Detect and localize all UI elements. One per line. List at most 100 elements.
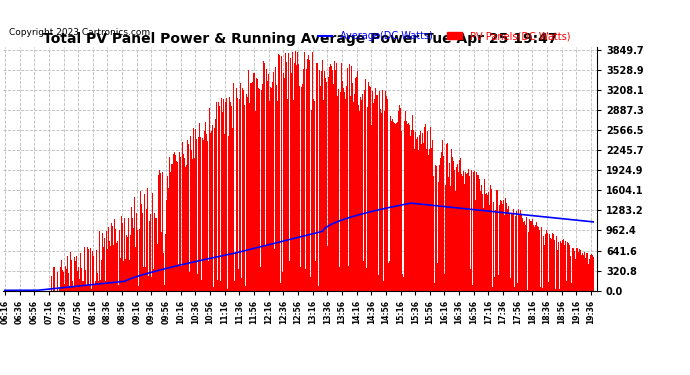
Bar — [129, 260, 130, 291]
Bar — [563, 239, 564, 291]
Bar — [386, 96, 387, 291]
Bar — [368, 77, 369, 291]
Bar — [338, 89, 339, 291]
Bar — [568, 243, 569, 291]
Bar — [256, 78, 257, 291]
Bar — [495, 210, 496, 291]
Bar — [530, 221, 531, 291]
Bar — [76, 259, 77, 291]
Bar — [471, 170, 472, 291]
Bar — [147, 238, 148, 291]
Bar — [275, 81, 276, 291]
Bar — [163, 253, 164, 291]
Bar — [91, 288, 92, 291]
Bar — [491, 189, 492, 291]
Bar — [515, 216, 516, 291]
Bar — [245, 286, 246, 291]
Bar — [314, 74, 315, 291]
Bar — [308, 280, 309, 291]
Bar — [441, 152, 442, 291]
Bar — [526, 217, 527, 291]
Title: Total PV Panel Power & Running Average Power Tue Apr 25 19:47: Total PV Panel Power & Running Average P… — [43, 32, 558, 46]
Bar — [523, 222, 524, 291]
Bar — [379, 91, 380, 291]
Bar — [111, 224, 112, 291]
Bar — [326, 82, 327, 291]
Bar — [110, 246, 111, 291]
Bar — [124, 218, 125, 291]
Bar — [214, 128, 215, 291]
Bar — [583, 255, 584, 291]
Bar — [216, 102, 217, 291]
Bar — [215, 280, 216, 291]
Bar — [503, 202, 504, 291]
Bar — [577, 251, 578, 291]
Bar — [213, 287, 214, 291]
Bar — [535, 239, 536, 291]
Bar — [429, 150, 430, 291]
Bar — [562, 240, 563, 291]
Bar — [504, 215, 505, 291]
Bar — [318, 286, 319, 291]
Bar — [160, 173, 161, 291]
Bar — [325, 76, 326, 291]
Bar — [89, 284, 90, 291]
Bar — [267, 81, 268, 291]
Bar — [492, 188, 493, 291]
Bar — [145, 267, 146, 291]
Bar — [476, 172, 477, 291]
Bar — [460, 158, 461, 291]
Bar — [529, 219, 530, 291]
Bar — [571, 246, 572, 291]
Bar — [264, 63, 265, 291]
Bar — [206, 134, 207, 291]
Bar — [454, 170, 455, 291]
Bar — [375, 88, 376, 291]
Bar — [199, 123, 200, 291]
Bar — [555, 289, 556, 291]
Bar — [552, 232, 553, 291]
Bar — [268, 74, 269, 291]
Bar — [208, 261, 209, 291]
Bar — [319, 54, 320, 291]
Bar — [542, 288, 543, 291]
Bar — [573, 248, 574, 291]
Bar — [340, 92, 341, 291]
Bar — [341, 63, 342, 291]
Bar — [301, 73, 302, 291]
Bar — [438, 182, 439, 291]
Bar — [162, 172, 163, 291]
Bar — [115, 229, 116, 291]
Bar — [232, 106, 233, 291]
Bar — [378, 275, 379, 291]
Bar — [105, 281, 106, 291]
Bar — [381, 113, 382, 291]
Bar — [487, 195, 488, 291]
Bar — [217, 280, 218, 291]
Bar — [169, 157, 170, 291]
Bar — [486, 197, 487, 291]
Bar — [72, 261, 73, 291]
Bar — [548, 282, 549, 291]
Bar — [106, 231, 107, 291]
Bar — [534, 227, 535, 291]
Bar — [261, 90, 262, 291]
Bar — [565, 240, 566, 291]
Bar — [263, 61, 264, 291]
Bar — [291, 73, 292, 291]
Bar — [157, 248, 159, 291]
Bar — [343, 88, 344, 291]
Bar — [65, 286, 66, 291]
Bar — [148, 276, 149, 291]
Bar — [413, 130, 414, 291]
Bar — [587, 253, 588, 291]
Bar — [234, 281, 235, 291]
Bar — [560, 240, 562, 291]
Bar — [456, 167, 457, 291]
Bar — [309, 60, 310, 291]
Bar — [295, 51, 296, 291]
Bar — [170, 171, 171, 291]
Bar — [273, 72, 274, 291]
Bar — [181, 266, 182, 291]
Bar — [544, 244, 545, 291]
